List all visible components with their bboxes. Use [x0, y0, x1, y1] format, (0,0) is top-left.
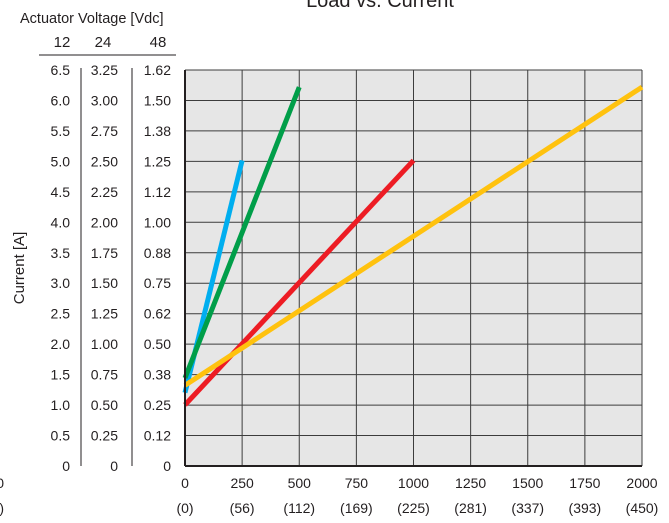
- x-tick-label: 1500: [512, 475, 543, 491]
- y-tick-label: 6.5: [51, 62, 71, 78]
- y-tick-label: 2.0: [51, 336, 71, 352]
- y-tick-label: 3.25: [91, 62, 118, 78]
- y-tick-label: 2.00: [91, 214, 118, 230]
- y-tick-label: 0.75: [91, 367, 118, 383]
- y-tick-label: 2.5: [51, 306, 71, 322]
- x-tick-sub-label: (225): [397, 500, 430, 516]
- y-tick-label: 0: [163, 458, 171, 474]
- y-tick-label: 1.25: [91, 306, 118, 322]
- y-tick-label: 3.5: [51, 245, 71, 261]
- x-tick-sub-label: (337): [511, 500, 544, 516]
- left-edge-label: 0: [0, 475, 4, 491]
- axis-labels: Load vs. Current Actuator Voltage [Vdc] 12…: [0, 0, 658, 516]
- y-tick-label: 0.50: [144, 336, 171, 352]
- y-tick-label: 0.25: [91, 428, 118, 444]
- voltage-header-12: 12: [54, 34, 71, 51]
- y-tick-label: 0.5: [51, 428, 71, 444]
- voltage-axis-title: Actuator Voltage [Vdc]: [20, 11, 163, 27]
- x-tick-label: 250: [230, 475, 254, 491]
- series-line-3: [183, 158, 416, 407]
- series-line-2: [182, 86, 302, 379]
- chart-title: Load vs. Current: [306, 0, 454, 12]
- x-tick-label: 750: [345, 475, 369, 491]
- y-tick-label: 0: [62, 458, 70, 474]
- y-tick-label: 0.88: [144, 245, 171, 261]
- y-tick-label: 5.0: [51, 153, 71, 169]
- x-tick-label: 2000: [626, 475, 657, 491]
- y-tick-label: 1.00: [144, 214, 171, 230]
- y-tick-label: 0.25: [144, 397, 171, 413]
- y-tick-label: 0.75: [144, 275, 171, 291]
- y-tick-label: 1.00: [91, 336, 118, 352]
- y-tick-label: 3.0: [51, 275, 71, 291]
- x-tick-label: 500: [288, 475, 312, 491]
- series-lines: [182, 85, 644, 407]
- grid-lines: [185, 69, 643, 466]
- y-tick-label: 1.38: [144, 123, 171, 139]
- y-tick-label: 0.62: [144, 306, 171, 322]
- y-tick-label: 1.75: [91, 245, 118, 261]
- series-line-4: [183, 85, 644, 388]
- x-tick-sub-label: (56): [230, 500, 255, 516]
- y-tick-label: 1.50: [91, 275, 118, 291]
- y-tick-label: 3.00: [91, 92, 118, 108]
- voltage-header-24: 24: [95, 34, 112, 51]
- y-tick-label: 1.50: [144, 92, 171, 108]
- x-tick-sub-label: (281): [454, 500, 487, 516]
- x-tick-label: 0: [181, 475, 189, 491]
- y-tick-label: 4.0: [51, 214, 71, 230]
- x-tick-label: 1250: [455, 475, 486, 491]
- x-tick-sub-label: (169): [340, 500, 373, 516]
- y-tick-label: 1.0: [51, 397, 71, 413]
- y-tick-label: 0.38: [144, 367, 171, 383]
- y-tick-label: 5.5: [51, 123, 71, 139]
- y-tick-label: 1.25: [144, 153, 171, 169]
- y-tick-label: 4.5: [51, 184, 71, 200]
- x-tick-sub-label: (112): [283, 500, 315, 516]
- y-tick-label: 6.0: [51, 92, 71, 108]
- y-tick-label: 1.5: [51, 367, 71, 383]
- x-tick-label: 1000: [398, 475, 429, 491]
- voltage-header-48: 48: [150, 34, 167, 51]
- y-tick-label: 0.50: [91, 397, 118, 413]
- y-tick-label: 1.62: [144, 62, 171, 78]
- y-tick-label: 0.12: [144, 428, 171, 444]
- y-tick-label: 0: [110, 458, 118, 474]
- x-tick-sub-label: (0): [176, 500, 193, 516]
- axes: [184, 70, 642, 467]
- y-axis-label: Current [A]: [11, 232, 28, 305]
- y-tick-label: 2.50: [91, 153, 118, 169]
- x-tick-label: 1750: [569, 475, 600, 491]
- y-tick-label: 1.12: [144, 184, 171, 200]
- x-tick-sub-label: (393): [569, 500, 602, 516]
- y-tick-label: 2.25: [91, 184, 118, 200]
- left-edge-label: 0): [0, 500, 4, 516]
- x-tick-sub-label: (450): [626, 500, 659, 516]
- y-tick-label: 2.75: [91, 123, 118, 139]
